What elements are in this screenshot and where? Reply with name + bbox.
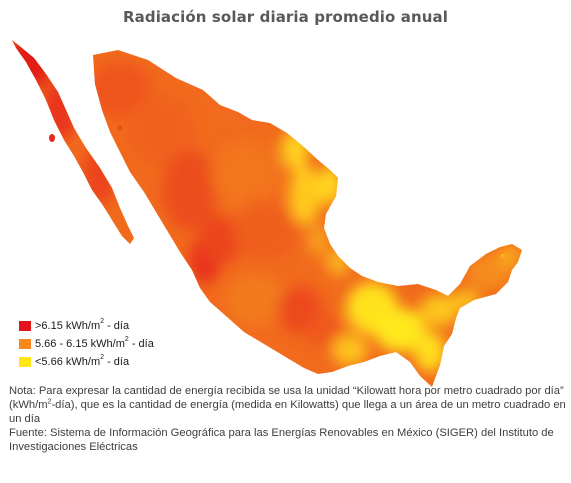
legend-label-mid: 5.66 - 6.15 kWh/m2 - día — [35, 335, 154, 350]
legend-swatch-mid — [19, 338, 31, 349]
legend-label-low: <5.66 kWh/m2 - día — [35, 353, 130, 368]
unit-note: Nota: Para expresar la cantidad de energ… — [9, 385, 566, 425]
map-title: Radiación solar diaria promedio anual — [122, 8, 448, 26]
legend-label-high: >6.15 kWh/m2 - día — [35, 317, 130, 332]
mexico-solar-map — [12, 40, 522, 387]
legend-swatch-low — [19, 356, 31, 367]
map-legend: >6.15 kWh/m2 - día 5.66 - 6.15 kWh/m2 - … — [19, 317, 154, 371]
legend-item-low: <5.66 kWh/m2 - día — [19, 353, 154, 370]
legend-swatch-high — [19, 320, 31, 331]
legend-item-mid: 5.66 - 6.15 kWh/m2 - día — [19, 335, 154, 352]
legend-item-high: >6.15 kWh/m2 - día — [19, 317, 154, 334]
footnotes: Nota: Para expresar la cantidad de energ… — [9, 384, 567, 454]
source-note: Fuente: Sistema de Información Geográfic… — [9, 427, 554, 453]
